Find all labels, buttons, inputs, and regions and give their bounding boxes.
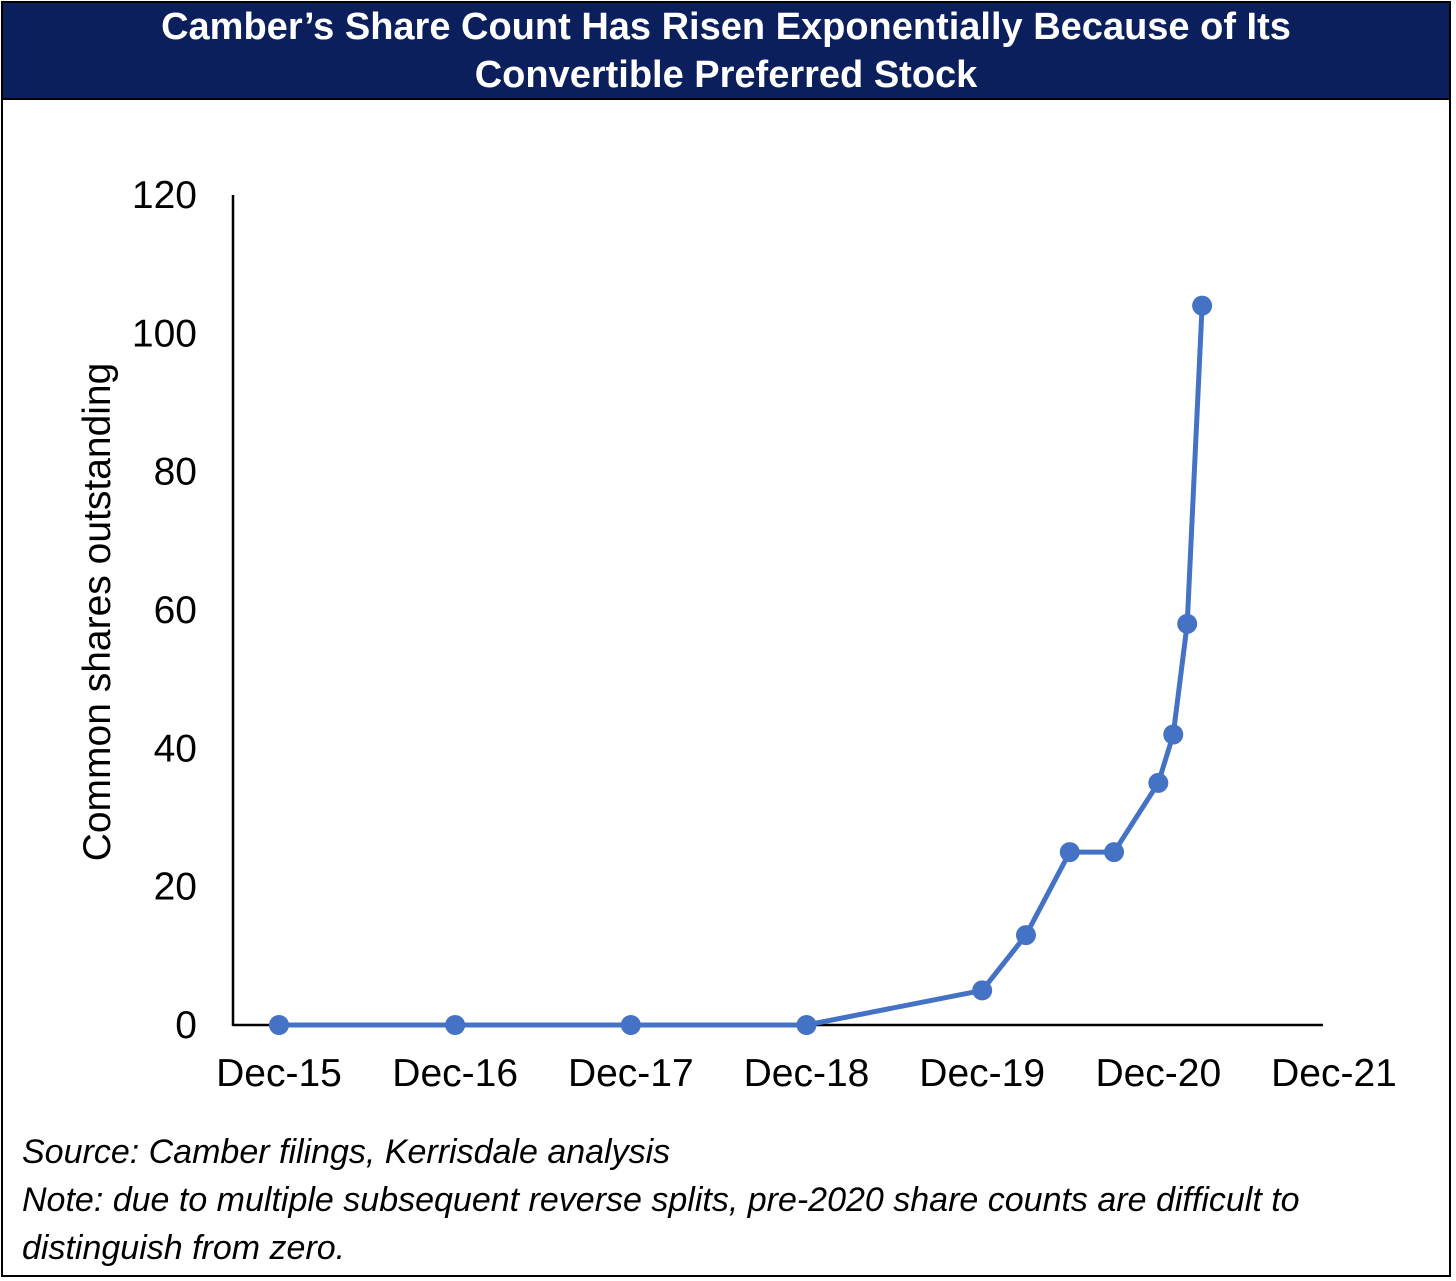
data-point-marker: [796, 1015, 817, 1035]
data-point-marker: [445, 1015, 466, 1035]
x-axis: Dec-15 Dec-16 Dec-17 Dec-18 Dec-19 Dec-20 Dec-…: [216, 1023, 1397, 1095]
y-tick-label: 120: [132, 174, 197, 217]
data-point-marker: [1177, 613, 1198, 634]
data-point-marker: [1192, 295, 1213, 316]
data-point-marker: [1104, 842, 1125, 863]
x-tick-label: Dec-18: [744, 1052, 870, 1095]
y-axis: 0 20 40 60 80 100 120: [132, 174, 235, 1047]
data-point-marker: [1059, 842, 1080, 863]
x-tick-label: Dec-16: [392, 1052, 518, 1095]
chart-title: Camber’s Share Count Has Risen Exponenti…: [161, 5, 1291, 96]
x-tick-label: Dec-15: [216, 1052, 342, 1095]
y-tick-label: 20: [154, 866, 197, 909]
methodology-note: Note: due to multiple subsequent reverse…: [22, 1181, 1300, 1267]
y-tick-label: 100: [132, 312, 197, 355]
footnotes: Source: Camber filings, Kerrisdale analy…: [22, 1128, 1422, 1272]
y-tick-label: 60: [154, 589, 197, 632]
series-line-group: [269, 295, 1213, 1035]
data-point-marker: [1015, 925, 1036, 946]
data-point-marker: [1163, 724, 1184, 745]
title-banner: Camber’s Share Count Has Risen Exponenti…: [3, 3, 1449, 100]
data-point-marker: [972, 980, 993, 1001]
x-tick-label: Dec-21: [1271, 1052, 1397, 1095]
y-tick-label: 0: [175, 1004, 197, 1047]
y-tick-label: 40: [154, 727, 197, 770]
y-tick-label: 80: [154, 451, 197, 494]
x-tick-label: Dec-19: [919, 1052, 1045, 1095]
series-line: [279, 305, 1205, 1028]
data-point-marker: [269, 1015, 289, 1035]
x-tick-label: Dec-20: [1095, 1052, 1221, 1095]
y-axis-label: Common shares outstanding: [76, 363, 119, 862]
data-point-marker: [620, 1015, 641, 1035]
source-note: Source: Camber filings, Kerrisdale analy…: [22, 1133, 671, 1171]
data-point-marker: [1148, 772, 1169, 793]
x-tick-label: Dec-17: [568, 1052, 694, 1095]
